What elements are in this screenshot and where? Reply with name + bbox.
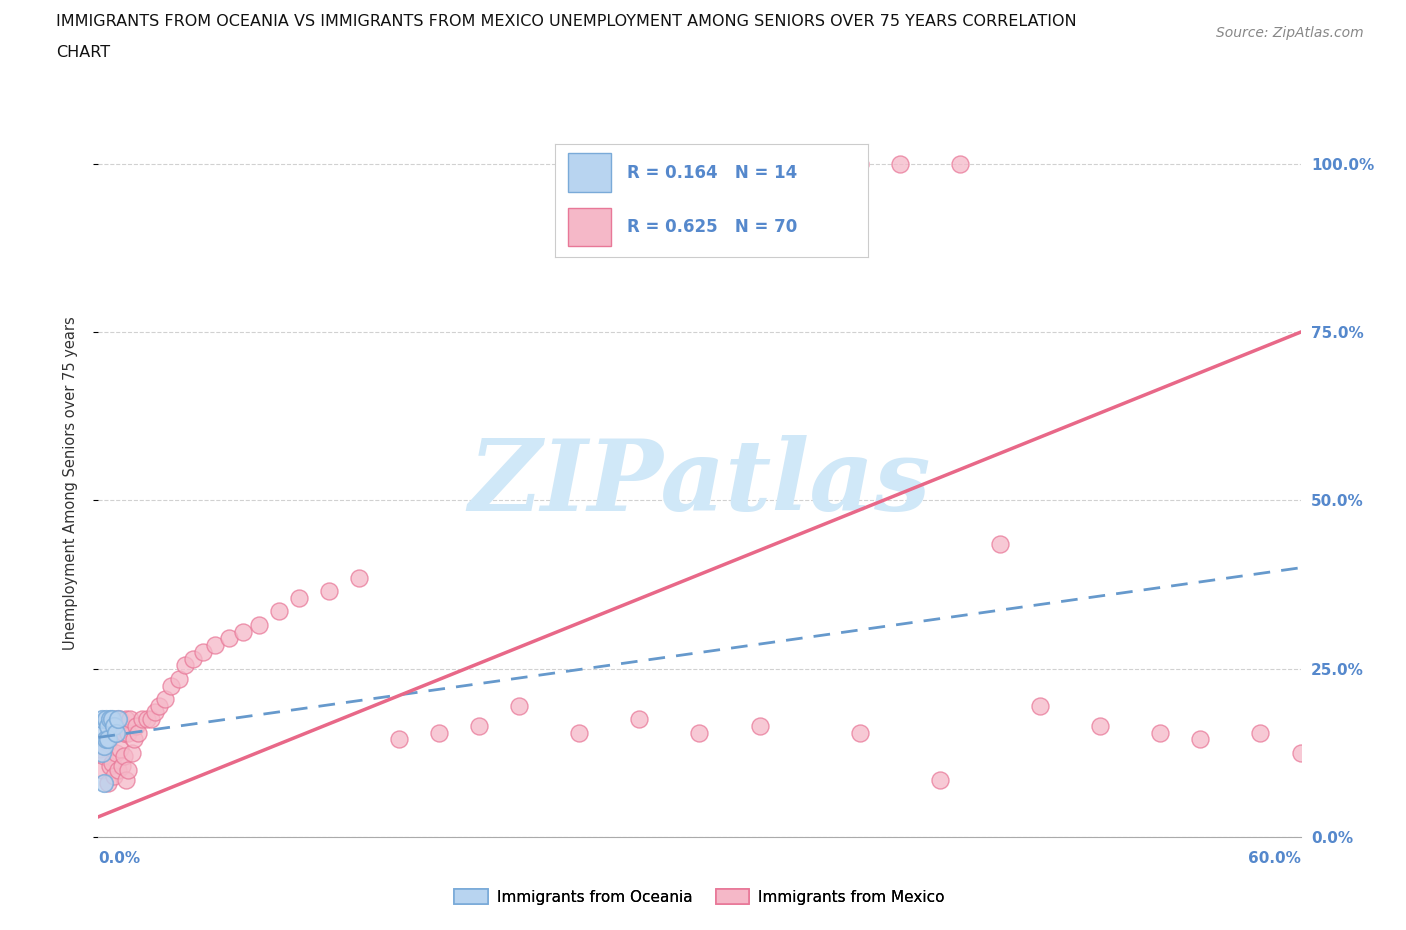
Point <box>347 570 370 585</box>
Point <box>204 638 226 653</box>
Point <box>1088 719 1111 734</box>
Point <box>143 705 166 720</box>
Point <box>107 725 129 740</box>
Point <box>101 755 124 770</box>
Point <box>110 742 132 757</box>
Point <box>105 746 128 761</box>
Point <box>427 725 450 740</box>
Point <box>93 738 115 753</box>
Point <box>929 772 952 787</box>
Point <box>91 711 114 726</box>
Point <box>1149 725 1171 740</box>
Point <box>167 671 190 686</box>
Point <box>1289 746 1312 761</box>
Text: 0.0%: 0.0% <box>98 851 141 866</box>
Point <box>288 591 311 605</box>
Point <box>218 631 240 645</box>
Point <box>103 722 125 737</box>
Point <box>110 711 132 726</box>
Point <box>748 719 770 734</box>
Point <box>97 776 120 790</box>
Point <box>111 719 134 734</box>
Point <box>101 725 124 740</box>
Text: 60.0%: 60.0% <box>1247 851 1301 866</box>
Point <box>97 732 120 747</box>
Point <box>148 698 170 713</box>
Point <box>93 749 115 764</box>
Point <box>107 711 129 726</box>
Point <box>1250 725 1272 740</box>
Point <box>97 719 120 734</box>
Point <box>117 725 139 740</box>
Point <box>153 692 176 707</box>
Point <box>97 736 120 751</box>
Point <box>120 711 142 726</box>
Point <box>318 584 340 599</box>
Point <box>117 763 139 777</box>
Point <box>689 725 711 740</box>
Point <box>100 715 122 730</box>
Point <box>107 763 129 777</box>
Point <box>849 156 872 171</box>
Y-axis label: Unemployment Among Seniors over 75 years: Unemployment Among Seniors over 75 years <box>63 317 77 650</box>
Point <box>131 711 153 726</box>
Point <box>115 772 138 787</box>
Point <box>101 711 124 726</box>
Point <box>124 732 146 747</box>
Point <box>247 618 270 632</box>
Point <box>96 732 118 747</box>
Point <box>181 651 204 666</box>
Point <box>232 624 254 639</box>
Point <box>121 746 143 761</box>
Point <box>508 698 530 713</box>
Point <box>91 746 114 761</box>
Point <box>128 725 150 740</box>
Point <box>949 156 972 171</box>
Point <box>96 732 118 747</box>
Point <box>105 725 128 740</box>
Point <box>988 537 1011 551</box>
Point <box>93 776 115 790</box>
Point <box>135 711 157 726</box>
Point <box>100 759 122 774</box>
Point <box>628 711 651 726</box>
Point <box>468 719 491 734</box>
Point <box>103 769 125 784</box>
Text: CHART: CHART <box>56 45 110 60</box>
Point <box>849 725 872 740</box>
Point <box>388 732 411 747</box>
Point <box>115 711 138 726</box>
Point <box>111 759 134 774</box>
Point <box>1189 732 1212 747</box>
Point <box>96 711 118 726</box>
Point <box>139 711 162 726</box>
Point <box>103 719 125 734</box>
Legend: Immigrants from Oceania, Immigrants from Mexico: Immigrants from Oceania, Immigrants from… <box>449 883 950 910</box>
Point <box>91 763 114 777</box>
Point <box>889 156 911 171</box>
Point <box>1029 698 1052 713</box>
Point <box>100 711 122 726</box>
Point <box>105 711 128 726</box>
Text: IMMIGRANTS FROM OCEANIA VS IMMIGRANTS FROM MEXICO UNEMPLOYMENT AMONG SENIORS OVE: IMMIGRANTS FROM OCEANIA VS IMMIGRANTS FR… <box>56 14 1077 29</box>
Point <box>89 725 111 740</box>
Point <box>173 658 195 672</box>
Point <box>568 725 591 740</box>
Point <box>89 742 111 757</box>
Point <box>125 719 148 734</box>
Point <box>159 678 181 693</box>
Text: ZIPatlas: ZIPatlas <box>468 435 931 532</box>
Point <box>191 644 214 659</box>
Point <box>114 749 136 764</box>
Point <box>114 725 136 740</box>
Point <box>267 604 290 619</box>
Text: Source: ZipAtlas.com: Source: ZipAtlas.com <box>1216 26 1364 40</box>
